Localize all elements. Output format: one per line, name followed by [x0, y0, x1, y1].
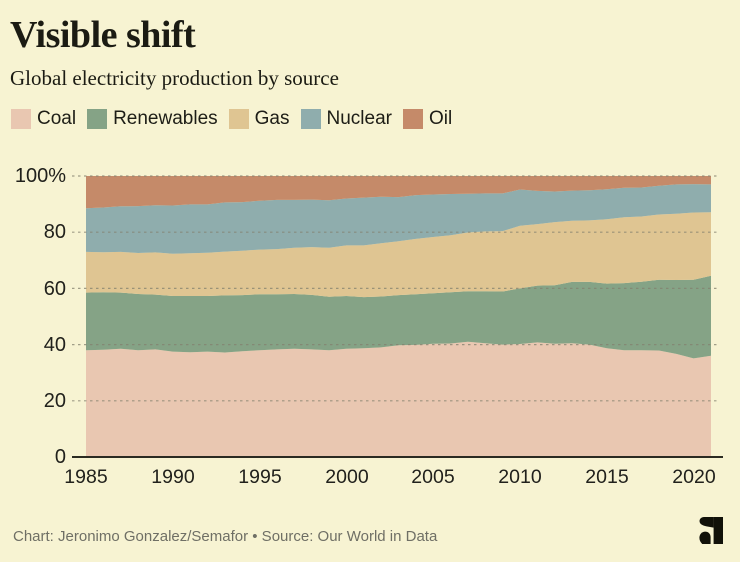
- legend-item-coal: Coal: [11, 108, 76, 130]
- area-oil: [86, 176, 711, 209]
- y-axis-tick-100: 100%: [14, 165, 66, 187]
- y-axis-tick-80: 80: [43, 221, 66, 243]
- x-axis-tick-1990: 1990: [151, 466, 195, 488]
- legend-label-renewables: Renewables: [113, 108, 218, 129]
- legend: Coal Renewables Gas Nuclear Oil: [11, 108, 452, 130]
- nuclear-swatch-icon: [300, 109, 321, 129]
- chart-subtitle: Global electricity production by source: [10, 66, 339, 90]
- legend-label-oil: Oil: [429, 108, 453, 129]
- x-axis-tick-2020: 2020: [672, 466, 716, 488]
- x-axis-tick-2005: 2005: [411, 466, 455, 488]
- coal-swatch-icon: [11, 109, 31, 129]
- oil-swatch-icon: [403, 109, 423, 129]
- credit-line: Chart: Jeronimo Gonzalez/Semafor • Sourc…: [13, 528, 438, 545]
- semafor-logo-icon: [699, 517, 723, 544]
- legend-item-renewables: Renewables: [87, 108, 218, 130]
- legend-label-coal: Coal: [37, 108, 77, 129]
- x-axis-tick-2000: 2000: [325, 466, 369, 488]
- chart-title: Visible shift: [10, 14, 196, 56]
- x-axis-tick-2010: 2010: [498, 466, 542, 488]
- y-axis-tick-40: 40: [43, 334, 66, 356]
- area-nuclear: [86, 184, 711, 254]
- area-coal: [86, 341, 711, 457]
- legend-item-nuclear: Nuclear: [300, 108, 392, 130]
- area-renewables: [86, 275, 711, 359]
- x-axis-tick-2015: 2015: [585, 466, 629, 488]
- x-axis-tick-1985: 1985: [64, 466, 108, 488]
- gas-swatch-icon: [228, 109, 249, 129]
- legend-label-gas: Gas: [254, 108, 290, 129]
- legend-item-gas: Gas: [228, 108, 290, 130]
- y-axis-tick-60: 60: [43, 278, 66, 300]
- x-axis-tick-1995: 1995: [238, 466, 282, 488]
- renewables-swatch-icon: [87, 109, 108, 129]
- y-axis-tick-20: 20: [43, 390, 66, 412]
- y-axis-tick-0: 0: [54, 446, 66, 468]
- area-gas: [86, 212, 711, 298]
- legend-label-nuclear: Nuclear: [326, 108, 392, 129]
- legend-item-oil: Oil: [403, 108, 452, 130]
